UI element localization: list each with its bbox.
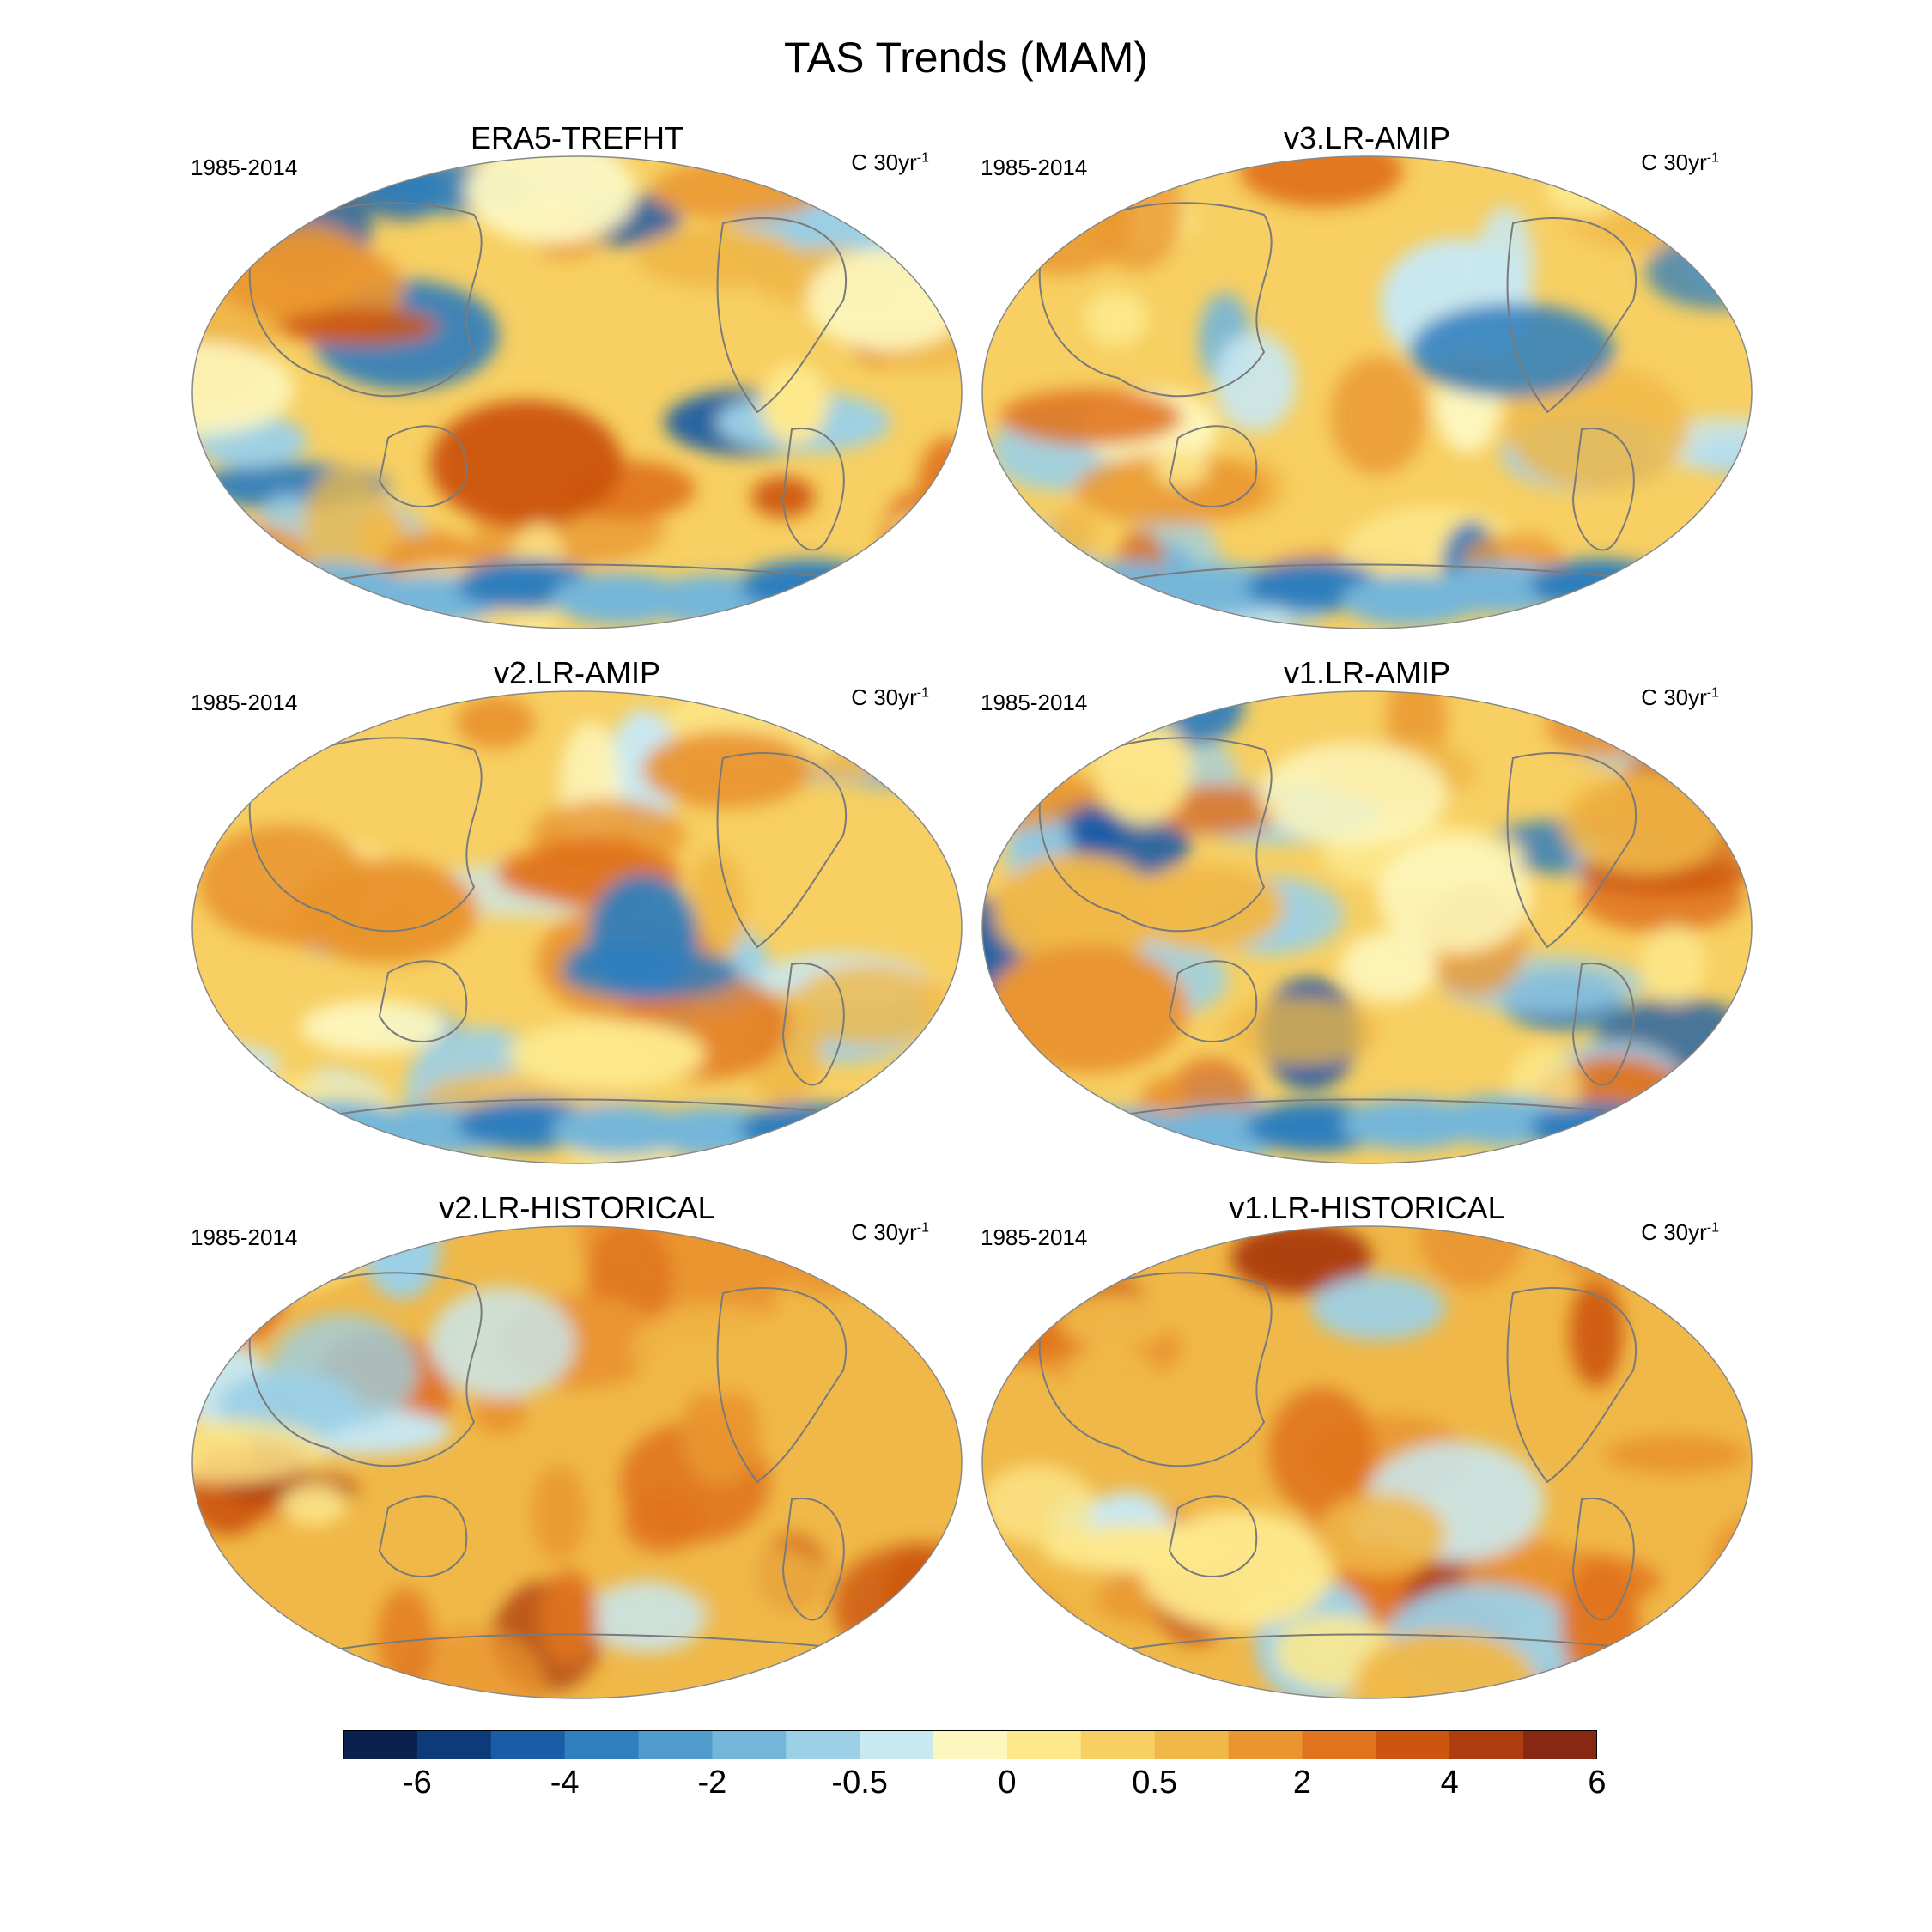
coastline <box>248 737 483 933</box>
colorbar-labels: -6 -4 -2 -0.5 0 0.5 2 4 6 <box>343 1765 1607 1807</box>
trend-map <box>191 690 963 1164</box>
colorbar-segment <box>1080 1730 1156 1759</box>
colorbar-tick-label: -2 <box>697 1765 727 1801</box>
colorbar-segment <box>1154 1730 1230 1759</box>
coastline <box>716 217 848 414</box>
colorbar-tick-label: -6 <box>402 1765 432 1801</box>
colorbar-segment <box>860 1730 934 1759</box>
panel-title: v1.LR-AMIP <box>1283 655 1451 690</box>
colorbar-tick-label: 2 <box>1292 1765 1312 1801</box>
colorbar-segment <box>490 1730 566 1759</box>
figure-title: TAS Trends (MAM) <box>783 33 1149 82</box>
map-panel: v2.LR-AMIP 1985-2014 C 30yr-1 <box>191 655 963 1164</box>
panel-title: v3.LR-AMIP <box>1283 120 1451 155</box>
panel-units: C 30yr-1 <box>851 1219 929 1245</box>
trend-map <box>191 1225 963 1699</box>
colorbar-tick-label: -4 <box>550 1765 580 1801</box>
coastline <box>1038 202 1273 398</box>
coastline <box>1038 1272 1273 1467</box>
colorbar-segment <box>1228 1730 1303 1759</box>
map-outline <box>191 690 963 1164</box>
panel-period: 1985-2014 <box>191 690 298 715</box>
coastline <box>1038 737 1273 933</box>
colorbar-segment <box>564 1730 640 1759</box>
colorbar-segment <box>786 1730 860 1759</box>
panel-title: v2.LR-AMIP <box>493 655 661 690</box>
colorbar-segment <box>638 1730 713 1759</box>
map-panel: v1.LR-AMIP 1985-2014 C 30yr-1 <box>981 655 1753 1164</box>
coastline <box>1168 960 1258 1042</box>
panel-units: C 30yr-1 <box>1641 1219 1719 1245</box>
trend-map <box>191 155 963 629</box>
coastline <box>716 752 848 949</box>
colorbar-segment <box>712 1730 787 1759</box>
map-panel: v1.LR-HISTORICAL 1985-2014 C 30yr-1 <box>981 1190 1753 1699</box>
map-outline <box>191 155 963 629</box>
coastline <box>781 1498 845 1621</box>
colorbar-segment <box>933 1730 1008 1759</box>
map-outline <box>981 1225 1753 1699</box>
colorbar-segment <box>343 1730 418 1759</box>
coastline <box>1571 428 1635 551</box>
panel-title: v2.LR-HISTORICAL <box>439 1190 715 1225</box>
panel-period: 1985-2014 <box>981 690 1088 715</box>
colorbar-frame <box>343 1730 1597 1759</box>
panel-title: ERA5-TREFHT <box>470 120 683 155</box>
coastline <box>248 1272 483 1467</box>
colorbar-segment <box>1449 1730 1524 1759</box>
trend-map <box>981 155 1753 629</box>
map-panel: v2.LR-HISTORICAL 1985-2014 C 30yr-1 <box>191 1190 963 1699</box>
coastline <box>378 425 468 507</box>
map-outline <box>981 155 1753 629</box>
colorbar-segment <box>1006 1730 1082 1759</box>
coastline <box>781 428 845 551</box>
panel-title: v1.LR-HISTORICAL <box>1229 1190 1505 1225</box>
panel-units: C 30yr-1 <box>851 684 929 710</box>
panel-period: 1985-2014 <box>191 1224 298 1250</box>
panel-period: 1985-2014 <box>191 155 298 180</box>
coastline <box>1168 425 1258 507</box>
map-panel: v3.LR-AMIP 1985-2014 C 30yr-1 <box>981 120 1753 629</box>
coastline <box>378 960 468 1042</box>
coastline <box>781 963 845 1086</box>
coastline <box>1168 1495 1258 1577</box>
colorbar-segment <box>1376 1730 1450 1759</box>
coastline <box>716 1287 848 1484</box>
colorbar-tick-label: 0.5 <box>1132 1765 1178 1801</box>
coastline <box>1571 1498 1635 1621</box>
colorbar-segment <box>416 1730 492 1759</box>
coastline <box>1506 752 1637 949</box>
trend-map <box>981 690 1753 1164</box>
colorbar-segment <box>1523 1730 1597 1759</box>
panel-units: C 30yr-1 <box>851 149 929 175</box>
map-panel: ERA5-TREFHT 1985-2014 C 30yr-1 <box>191 120 963 629</box>
panel-units: C 30yr-1 <box>1641 149 1719 175</box>
colorbar-segment <box>1302 1730 1376 1759</box>
panel-units: C 30yr-1 <box>1641 684 1719 710</box>
colorbar-tick-label: 6 <box>1588 1765 1607 1801</box>
trend-map <box>981 1225 1753 1699</box>
coastline <box>378 1495 468 1577</box>
colorbar-tick-label: 0 <box>998 1765 1017 1801</box>
coastline <box>248 202 483 398</box>
map-outline <box>191 1225 963 1699</box>
coastline <box>1506 217 1637 414</box>
panel-period: 1985-2014 <box>981 155 1088 180</box>
panel-period: 1985-2014 <box>981 1224 1088 1250</box>
coastline <box>1506 1287 1637 1484</box>
colorbar-tick-label: 4 <box>1440 1765 1459 1801</box>
coastline <box>1571 963 1635 1086</box>
colorbar <box>343 1730 1597 1759</box>
map-outline <box>981 690 1753 1164</box>
colorbar-tick-label: -0.5 <box>831 1765 888 1801</box>
